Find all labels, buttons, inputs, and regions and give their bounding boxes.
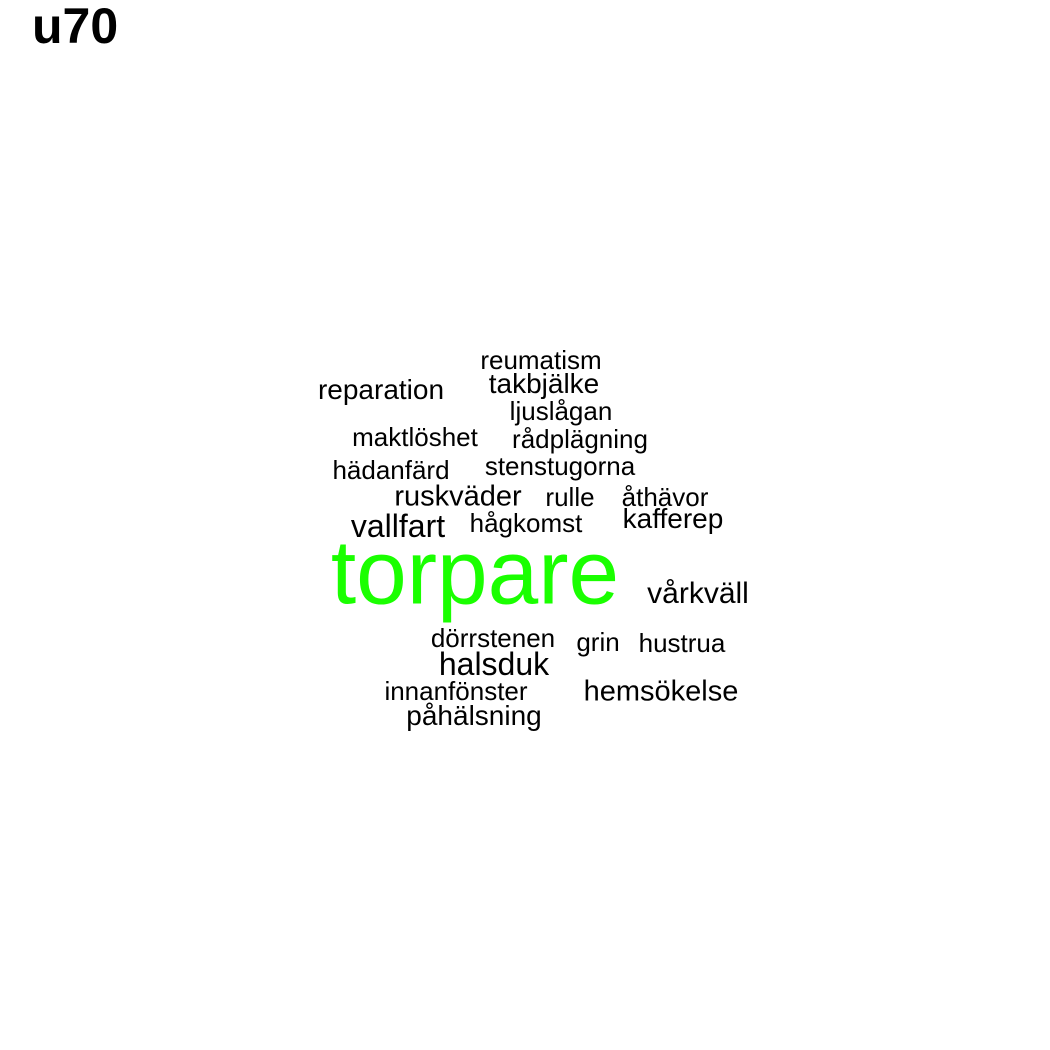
word-hagkomst: hågkomst [469, 508, 583, 538]
chart-title: u70 [32, 0, 119, 54]
word-ruskvader: ruskväder [394, 480, 522, 513]
word-takbjalke: takbjälke [488, 368, 600, 399]
word-pahalsning: påhälsning [406, 700, 542, 731]
word-stenstugorna: stenstugorna [484, 451, 636, 481]
word-reparation: reparation [317, 374, 445, 405]
word-ljuslagan: ljuslågan [509, 396, 613, 426]
word-grin: grin [576, 627, 620, 657]
word-hemsokelse: hemsökelse [583, 675, 739, 708]
word-torpare: torpare [330, 522, 620, 624]
word-athavor: åthävor [621, 482, 709, 512]
word-rulle: rulle [545, 482, 595, 512]
word-hustrua: hustrua [638, 628, 726, 658]
word-dorrstenen: dörrstenen [430, 623, 556, 653]
word-innanfonster: innanfönster [384, 676, 528, 706]
word-vallfart: vallfart [350, 508, 446, 544]
word-maktloshet: maktlöshet [352, 422, 478, 452]
word-halsduk: halsduk [438, 646, 550, 682]
word-kafferep: kafferep [622, 503, 724, 534]
word-radplagning: rådplägning [512, 424, 648, 454]
word-hadanfard: hädanfärd [332, 455, 450, 485]
word-reumatism: reumatism [480, 345, 602, 375]
word-varkvall: vårkväll [647, 577, 749, 610]
